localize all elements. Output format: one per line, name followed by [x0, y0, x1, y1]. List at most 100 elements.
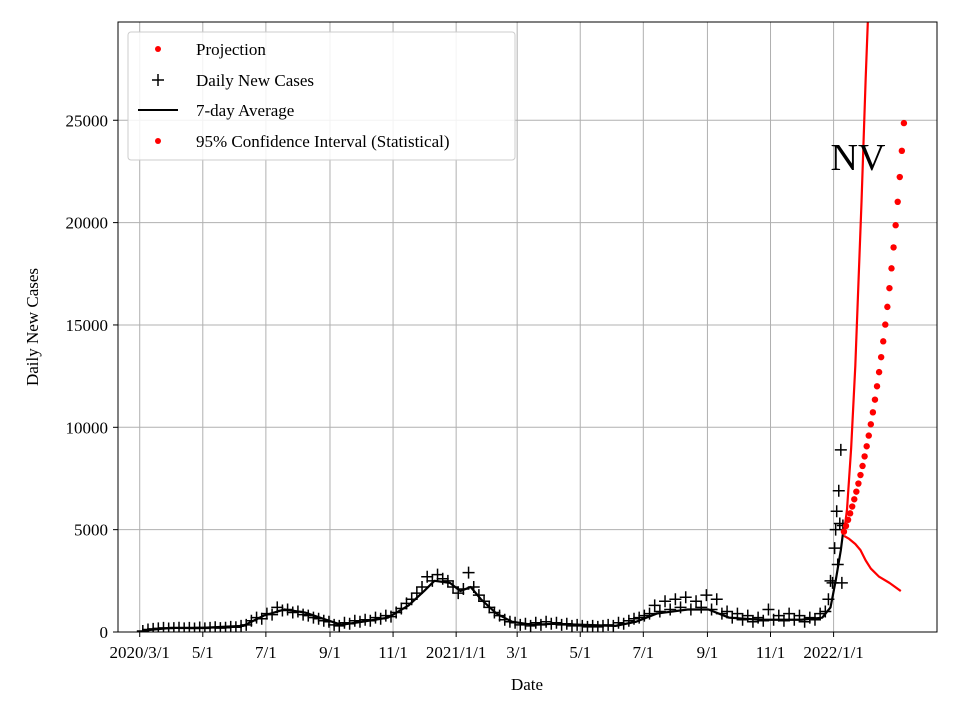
x-tick-label: 7/1	[255, 643, 277, 662]
legend-daily-label: Daily New Cases	[196, 71, 314, 90]
x-tick-label: 9/1	[319, 643, 341, 662]
daily-cases-point	[540, 615, 553, 628]
daily-cases-point	[416, 580, 429, 593]
daily-cases-point	[529, 616, 542, 629]
daily-cases-point	[679, 591, 692, 604]
y-tick-label: 20000	[66, 214, 109, 233]
x-tick-label: 2020/3/1	[109, 643, 169, 662]
daily-cases-point	[653, 605, 666, 618]
legend-ci-marker	[155, 138, 161, 144]
projection-point	[892, 222, 899, 229]
x-axis-label: Date	[511, 675, 543, 694]
daily-cases-point	[286, 606, 299, 619]
y-tick-label: 15000	[66, 316, 109, 335]
legend-ci-label: 95% Confidence Interval (Statistical)	[196, 132, 450, 151]
daily-cases-point	[762, 603, 775, 616]
daily-cases-point	[348, 614, 361, 627]
y-axis-ticks: 0 5000 10000 15000 20000 25000	[66, 111, 118, 642]
x-tick-label: 9/1	[697, 643, 719, 662]
projection-point	[869, 409, 877, 416]
daily-cases-point	[612, 616, 625, 629]
x-tick-label: 5/1	[569, 643, 591, 662]
x-tick-label: 11/1	[756, 643, 786, 662]
daily-cases-point	[622, 614, 635, 627]
projection-point	[877, 353, 885, 361]
daily-cases-point	[648, 599, 661, 612]
daily-cases-point	[664, 603, 677, 616]
projection-point	[875, 368, 883, 376]
y-tick-label: 5000	[74, 521, 108, 540]
daily-cases-point	[752, 611, 765, 624]
projection-point	[898, 147, 906, 155]
x-axis-ticks: 2020/3/1 5/1 7/1 9/1 11/1 2021/1/1 3/1 5/1 7/1 9/…	[109, 632, 864, 662]
daily-cases-point	[669, 593, 682, 606]
x-tick-label: 2022/1/1	[803, 643, 863, 662]
projection-point	[882, 321, 889, 328]
daily-cases-point	[700, 589, 713, 602]
legend: Projection Daily New Cases 7-day Average…	[127, 31, 516, 161]
daily-cases-point	[710, 593, 723, 606]
daily-cases-point	[829, 523, 842, 536]
legend-projection-marker	[155, 46, 161, 52]
projection-point	[886, 284, 893, 292]
legend-daily-marker	[152, 74, 164, 86]
projection-point	[884, 303, 891, 311]
projection-point	[849, 503, 856, 510]
x-tick-label: 7/1	[632, 643, 654, 662]
daily-cases-point	[524, 619, 537, 632]
projection-point	[861, 453, 868, 460]
daily-cases-point	[333, 619, 346, 632]
daily-cases-point	[824, 574, 837, 587]
daily-cases-point	[783, 607, 796, 620]
daily-cases-point	[835, 576, 848, 589]
daily-cases-point	[833, 517, 846, 530]
daily-cases-point	[581, 620, 594, 632]
legend-projection-label: Projection	[196, 40, 266, 59]
x-tick-label: 5/1	[192, 643, 214, 662]
state-annotation: NV	[831, 137, 886, 179]
projection-point	[853, 488, 860, 495]
projection-point	[846, 510, 854, 517]
projection-point	[844, 516, 852, 524]
daily-cases-point	[447, 580, 460, 593]
projection-point	[842, 522, 850, 530]
daily-cases-point	[834, 443, 847, 456]
daily-cases-point	[514, 618, 527, 631]
daily-cases-point	[297, 608, 310, 621]
daily-cases-point	[369, 611, 382, 624]
daily-cases-point	[462, 566, 475, 579]
daily-cases-point	[832, 484, 845, 497]
daily-cases-point	[830, 505, 843, 518]
seven-day-average-line	[139, 533, 844, 632]
projection-point	[859, 462, 866, 470]
projection-point	[900, 119, 908, 127]
daily-cases-point	[565, 619, 578, 632]
projection-point	[867, 421, 875, 428]
ci-lower-line	[843, 534, 902, 592]
plot-frame	[117, 21, 938, 633]
projection-point	[857, 471, 864, 479]
daily-cases-point	[441, 574, 454, 587]
projection-point	[840, 528, 848, 535]
y-tick-label: 10000	[66, 418, 109, 437]
legend-box	[127, 31, 516, 161]
y-tick-label: 25000	[66, 111, 109, 130]
daily-cases-point	[721, 605, 734, 618]
plot-marks	[136, 22, 908, 632]
projection-point	[880, 338, 887, 345]
x-tick-label: 2021/1/1	[426, 643, 486, 662]
daily-cases-point	[659, 595, 672, 608]
daily-cases-point	[591, 620, 604, 632]
x-tick-label: 3/1	[506, 643, 528, 662]
projection-point	[871, 396, 879, 403]
legend-average-label: 7-day Average	[196, 101, 294, 120]
y-axis-label: Daily New Cases	[23, 268, 42, 386]
projection-point	[863, 443, 870, 450]
projection-point	[890, 244, 897, 251]
projection-point	[873, 383, 881, 390]
daily-cases-point	[695, 601, 708, 614]
projection-point	[896, 173, 903, 181]
x-tick-label: 11/1	[378, 643, 408, 662]
projection-point	[851, 496, 858, 503]
